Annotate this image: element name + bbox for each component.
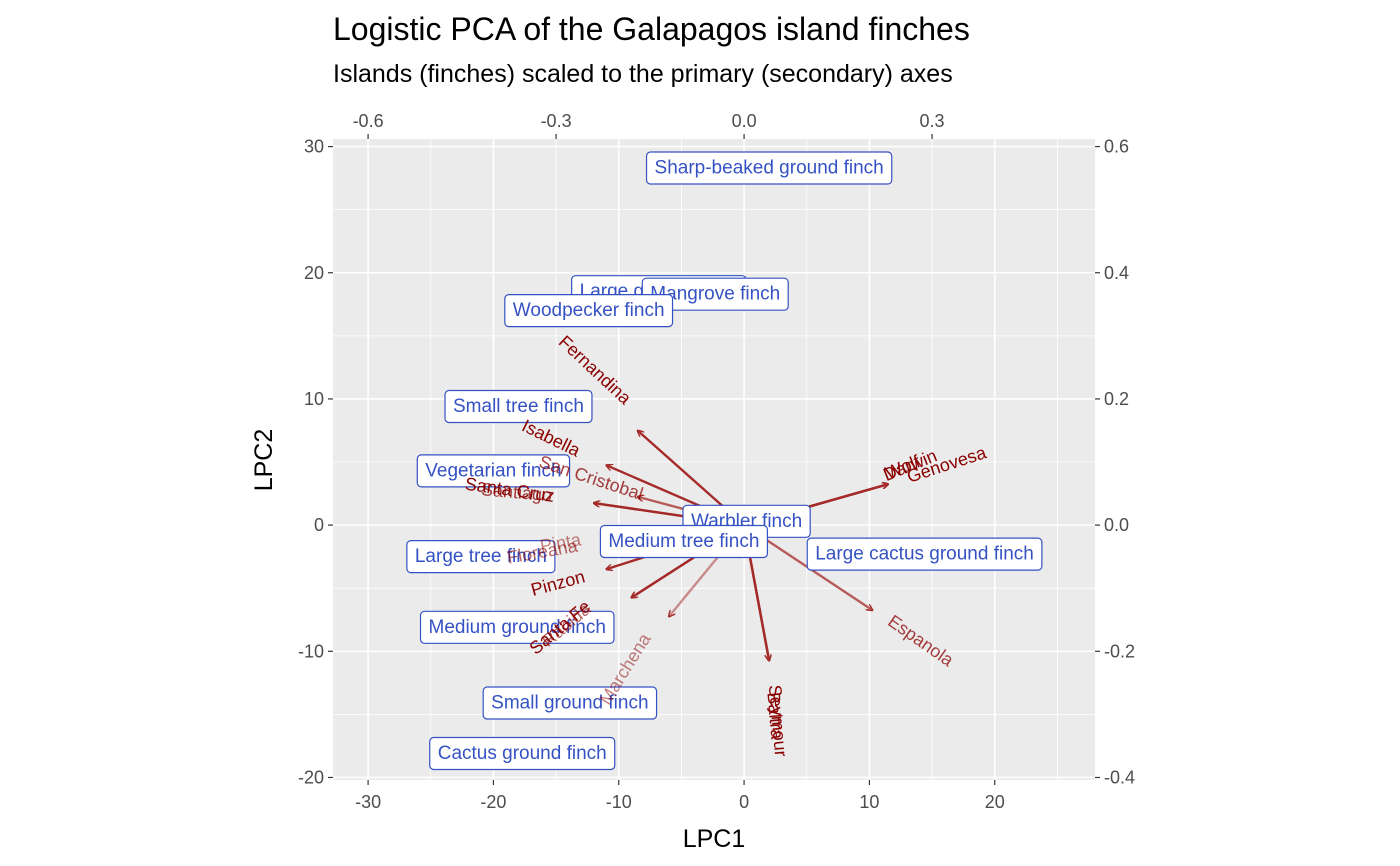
finch-label-large-tree-finch: Large tree finch	[415, 546, 547, 567]
y-tick-label: -10	[298, 641, 324, 661]
y-tick-label: 20	[304, 263, 324, 283]
y-tick-label: -20	[298, 767, 324, 787]
x-tick-label: -20	[480, 792, 506, 812]
finch-point-medium-tree-finch: Medium tree finch	[599, 524, 769, 559]
x-tick-label: -30	[355, 792, 381, 812]
finch-label-box	[645, 151, 893, 185]
chart-subtitle: Islands (finches) scaled to the primary …	[333, 60, 953, 88]
finch-point-large-tree-finch: Large tree finch	[406, 540, 556, 574]
y2-tick-label: -0.4	[1104, 767, 1135, 787]
island-label-baltra: Baltra	[763, 691, 787, 741]
x2-tick-label: -0.3	[541, 111, 572, 131]
finch-label-mangrove-finch: Mangrove finch	[650, 284, 780, 305]
finch-label-sharp-beaked-ground-finch: Sharp-beaked ground finch	[655, 158, 884, 179]
finch-point-woodpecker-finch: Woodpecker finch	[504, 294, 674, 328]
finch-label-box	[806, 537, 1043, 571]
finch-label-woodpecker-finch: Woodpecker finch	[513, 300, 665, 321]
y2-tick-label: -0.2	[1104, 641, 1135, 661]
x-tick-label: 20	[985, 792, 1005, 812]
x-axis-title: LPC1	[683, 825, 746, 853]
finch-label-cactus-ground-finch: Cactus ground finch	[438, 743, 607, 764]
y2-tick-label: 0.0	[1104, 515, 1129, 535]
finch-label-large-cactus-ground-finch: Large cactus ground finch	[815, 544, 1034, 565]
y2-tick-label: 0.6	[1104, 137, 1129, 157]
finch-label-box	[419, 610, 615, 644]
finch-label-box	[429, 736, 616, 771]
finch-point-small-ground-finch: Small ground finch	[482, 686, 658, 720]
finch-point-sharp-beaked-ground-finch: Sharp-beaked ground finch	[645, 151, 893, 185]
finch-label-box	[599, 524, 769, 559]
y2-tick-label: 0.4	[1104, 263, 1129, 283]
finch-label-small-tree-finch: Small tree finch	[453, 396, 584, 417]
finch-label-small-ground-finch: Small ground finch	[491, 693, 648, 714]
finch-point-cactus-ground-finch: Cactus ground finch	[429, 736, 616, 771]
axes: -30 -20 -10 0 10 20 -20 -10 0 10 20 30 -0.6 -0.3 0.0 0.…	[298, 111, 1135, 812]
finch-point-medium-ground-finch: Medium ground finch	[419, 610, 615, 644]
y-axis-title: LPC2	[250, 429, 278, 492]
finch-label-medium-tree-finch: Medium tree finch	[608, 531, 759, 552]
finch-label-medium-ground-finch: Medium ground finch	[429, 617, 606, 638]
finch-label-vegetarian-finch: Vegetarian finch	[425, 460, 561, 481]
x2-tick-label: 0.3	[920, 111, 945, 131]
y-tick-label: 0	[314, 515, 324, 535]
finch-label-box	[416, 454, 571, 488]
finch-label-box	[482, 686, 658, 720]
y-tick-label: 30	[304, 137, 324, 157]
finch-point-vegetarian-finch: Vegetarian finch	[416, 454, 571, 488]
x2-tick-label: -0.6	[353, 111, 384, 131]
finch-point-large-cactus-ground-finch: Large cactus ground finch	[806, 537, 1043, 571]
x-tick-label: 10	[859, 792, 879, 812]
finch-label-box	[444, 389, 593, 424]
y2-tick-label: 0.2	[1104, 389, 1129, 409]
finch-label-box	[504, 294, 674, 328]
chart-title: Logistic PCA of the Galapagos island fin…	[333, 11, 970, 47]
x-tick-label: 0	[739, 792, 749, 812]
finch-label-box	[406, 540, 556, 574]
finch-point-small-tree-finch: Small tree finch	[444, 389, 593, 424]
y-tick-label: 10	[304, 389, 324, 409]
x-tick-label: -10	[606, 792, 632, 812]
x2-tick-label: 0.0	[732, 111, 757, 131]
finch-point-mangrove-finch: Mangrove finch	[641, 277, 789, 311]
